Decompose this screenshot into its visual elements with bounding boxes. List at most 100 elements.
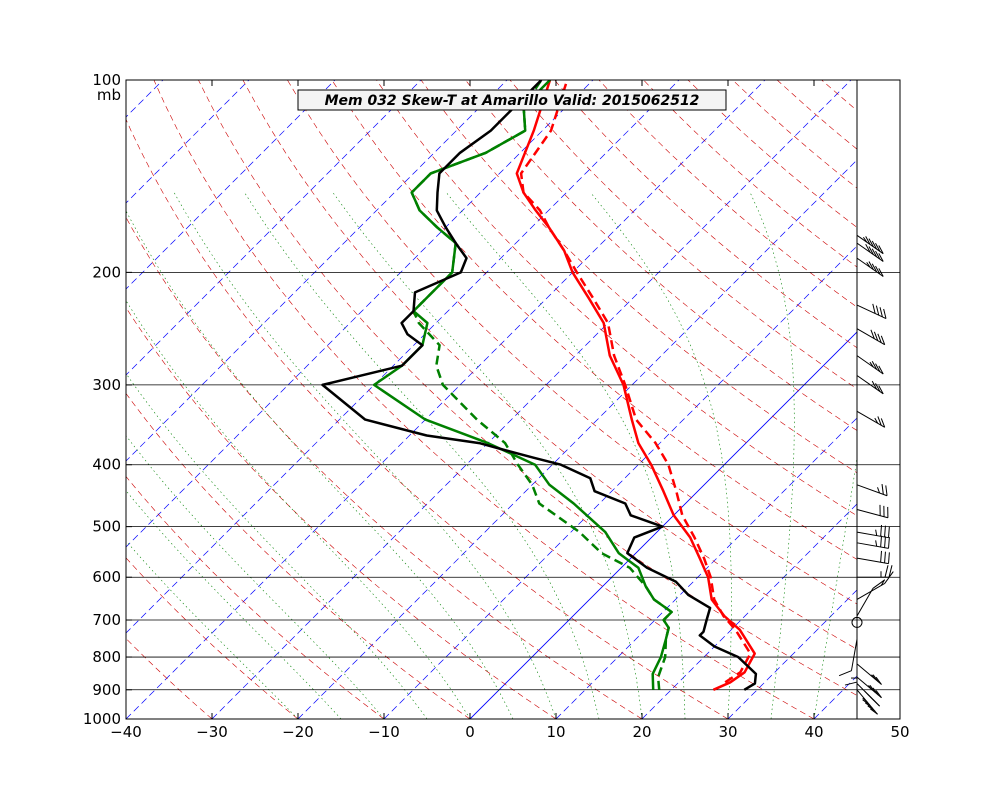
wind-barb-flag <box>888 565 893 578</box>
wind-barb-flag <box>868 261 874 270</box>
dry-adiabat-line <box>509 80 857 390</box>
dry-adiabat-line <box>126 475 385 719</box>
wind-barb-shaft <box>856 531 889 539</box>
wind-barb-flag <box>875 383 881 392</box>
wind-barb-flag <box>838 670 852 677</box>
x-tick-label: −10 <box>368 723 400 741</box>
series-line-temperature-dashed <box>519 80 752 684</box>
y-tick-label: 300 <box>92 376 121 394</box>
wind-barb-shaft <box>856 588 874 617</box>
wind-barb-flag <box>862 699 871 706</box>
profile-lines <box>321 80 758 691</box>
wind-barb-flag <box>875 363 881 372</box>
wind-barb-half-flag <box>862 236 868 243</box>
y-tick-label: 500 <box>92 518 121 536</box>
dry-adiabat-line <box>126 392 471 719</box>
wind-barb-half-flag <box>874 417 879 424</box>
wind-barb-flag <box>878 245 884 254</box>
wind-barb-flag <box>880 418 886 428</box>
wind-barb-flag <box>881 484 884 495</box>
wind-barb-flag <box>871 240 878 250</box>
wind-barb-flag <box>884 565 889 578</box>
series-line-environment-profile <box>321 80 758 691</box>
wind-barb-shaft <box>856 583 885 600</box>
x-tick-label: −20 <box>282 723 314 741</box>
moist-adiabat-line <box>126 540 299 719</box>
dry-adiabat-line <box>287 80 857 605</box>
wind-barb-half-flag <box>869 361 874 368</box>
series-line-temperature-solid <box>515 80 756 691</box>
plot-frame <box>125 79 901 720</box>
isotherm-line <box>126 80 336 290</box>
wind-barb-flag <box>870 708 878 715</box>
wind-barb-flag <box>884 551 886 563</box>
wind-barb-half-flag <box>880 580 885 586</box>
wind-barb-flag <box>877 416 882 426</box>
x-tick-label: 30 <box>718 723 737 741</box>
chart-title-background <box>297 89 727 111</box>
wind-barb-half-flag <box>875 529 878 536</box>
chart-title: Mem 032 Skew-T at Amarillo Valid: 201506… <box>325 93 700 109</box>
y-tick-label: 900 <box>92 681 121 699</box>
y-tick-label: 100 <box>92 71 121 89</box>
wind-barbs <box>838 234 894 715</box>
wind-barb-shaft <box>856 410 885 428</box>
isotherm-line <box>211 80 852 719</box>
wind-barb-flag <box>884 525 886 538</box>
wind-barb-flag <box>865 236 871 245</box>
wind-barb-half-flag <box>868 685 873 691</box>
wind-barb-flag <box>872 687 879 696</box>
wind-barb-flag <box>883 308 887 319</box>
isotherm-line <box>297 159 857 719</box>
wind-barb-shaft <box>850 639 858 671</box>
isotherm-line <box>383 245 857 719</box>
wind-barb-shaft <box>856 484 888 497</box>
wind-barb-flag <box>871 263 878 273</box>
x-tick-label: −40 <box>110 723 142 741</box>
background-lines <box>126 80 857 719</box>
y-tick-label: 800 <box>92 648 121 666</box>
wind-barb-half-flag <box>862 697 868 703</box>
wind-barb-flag <box>880 550 883 563</box>
dry-adiabat-line <box>331 80 857 560</box>
wind-barb-shaft <box>856 542 889 549</box>
wind-barb-flag <box>870 329 875 339</box>
wind-barb-flag <box>871 361 878 370</box>
x-tick-label: 20 <box>632 723 651 741</box>
dry-adiabat-line <box>126 557 299 719</box>
moist-adiabat-line <box>126 210 514 719</box>
wind-barb-shaft <box>856 234 884 255</box>
series-line-dewpoint-dashed <box>410 80 673 690</box>
wind-barb-flag <box>878 385 884 395</box>
wind-barb-shaft <box>856 304 887 320</box>
wind-barb-flag <box>872 674 879 683</box>
x-tick-label: 10 <box>546 723 565 741</box>
wind-barb-flag <box>875 243 881 252</box>
moist-adiabat-line <box>173 192 557 719</box>
x-tick-label: 40 <box>804 723 823 741</box>
isotherm-line <box>126 80 594 548</box>
moist-adiabat-line <box>332 192 643 719</box>
wind-barb-flag <box>864 702 873 709</box>
dry-adiabat-line <box>126 118 729 719</box>
dry-adiabat-line <box>126 307 557 719</box>
isotherm-line <box>126 80 508 462</box>
wind-barb-shaft <box>856 328 885 346</box>
isotherm-line <box>126 80 766 719</box>
x-tick-label: 50 <box>890 723 909 741</box>
wind-barb-flag <box>888 526 890 538</box>
dry-adiabat-line <box>153 80 815 719</box>
isotherm-line <box>126 80 680 634</box>
wind-barb-flag <box>871 248 878 258</box>
wind-barb-shaft <box>856 375 884 395</box>
isotherm-line <box>126 80 422 376</box>
wind-barb-half-flag <box>866 262 871 268</box>
y-tick-label: 700 <box>92 611 121 629</box>
wind-barb-flag <box>877 333 882 343</box>
wind-barb-flag <box>872 303 876 314</box>
wind-barb-flag <box>884 536 886 548</box>
axis-ticks <box>125 79 901 720</box>
moist-adiabat-line <box>590 192 732 719</box>
